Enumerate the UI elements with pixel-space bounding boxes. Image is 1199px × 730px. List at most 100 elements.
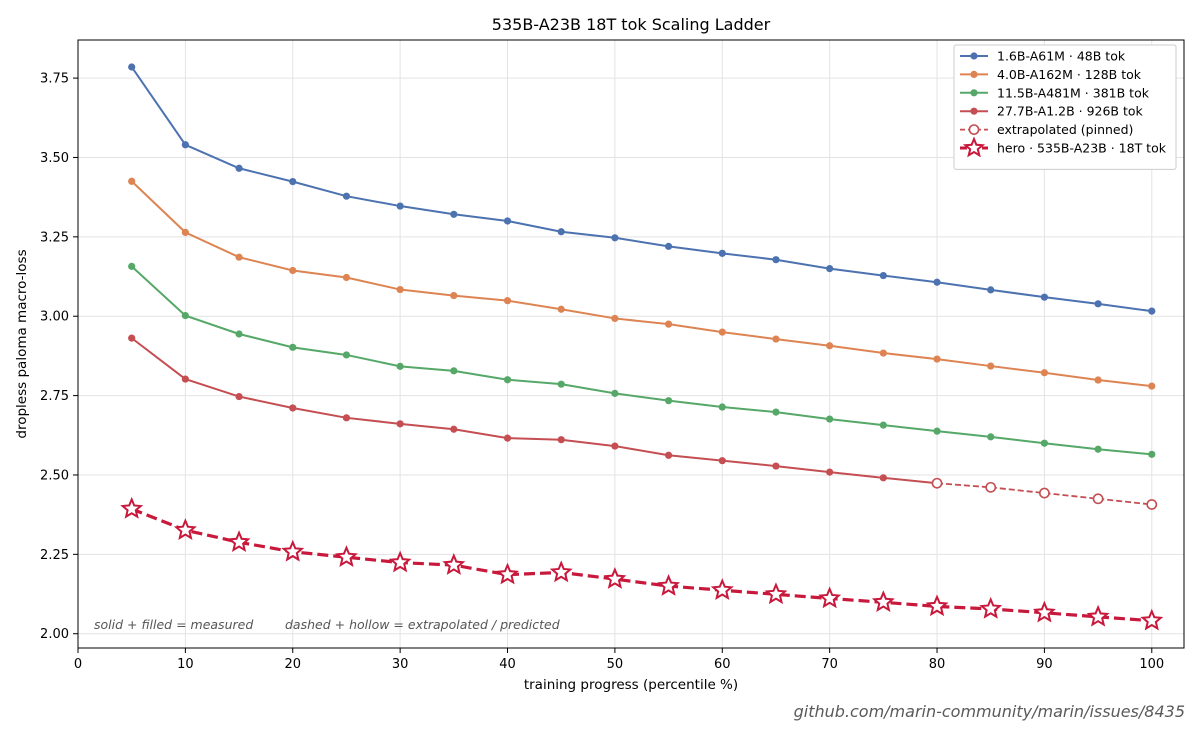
data-point xyxy=(987,433,995,441)
x-tick-label: 40 xyxy=(499,657,516,672)
legend-item: 4.0B-A162M · 128B tok xyxy=(960,67,1142,82)
data-point xyxy=(1148,450,1156,458)
series-5 xyxy=(931,477,1158,510)
legend-item: hero · 535B-A23B · 18T tok xyxy=(960,136,1167,158)
data-point xyxy=(235,164,243,172)
chart-title: 535B-A23B 18T tok Scaling Ladder xyxy=(492,15,771,34)
data-point xyxy=(235,330,243,338)
legend-item: 11.5B-A481M · 381B tok xyxy=(960,85,1150,100)
y-tick-label: 3.25 xyxy=(40,230,69,245)
data-point xyxy=(925,594,949,617)
data-point xyxy=(818,586,842,609)
legend-label: 11.5B-A481M · 381B tok xyxy=(997,85,1150,100)
data-point xyxy=(718,457,726,465)
data-point xyxy=(181,375,189,383)
series-2 xyxy=(128,177,1156,390)
plot-frame xyxy=(77,39,1185,649)
data-point xyxy=(1086,604,1110,627)
x-tick-label: 0 xyxy=(74,657,82,672)
x-tick-label: 100 xyxy=(1139,657,1164,672)
legend-item: 27.7B-A1.2B · 926B tok xyxy=(960,104,1144,119)
data-point xyxy=(611,442,619,450)
series-4 xyxy=(128,334,941,487)
data-point xyxy=(181,141,189,149)
data-point xyxy=(450,367,458,375)
data-point xyxy=(181,228,189,237)
data-point xyxy=(396,202,404,210)
legend-marker xyxy=(962,136,986,158)
x-axis-label: training progress (percentile %) xyxy=(524,677,738,693)
x-tick-label: 80 xyxy=(929,657,946,672)
data-point xyxy=(1040,369,1049,377)
y-tick-label: 3.50 xyxy=(40,151,69,166)
legend-marker xyxy=(970,107,978,115)
data-point xyxy=(718,328,726,336)
data-point xyxy=(557,305,565,313)
x-tick-label: 20 xyxy=(284,657,301,672)
x-tick-label: 30 xyxy=(392,657,409,672)
data-point xyxy=(120,496,144,519)
data-point xyxy=(503,434,512,442)
data-point xyxy=(772,408,780,416)
data-point xyxy=(128,262,136,270)
data-point xyxy=(1148,382,1156,390)
legend-label: 1.6B-A61M · 48B tok xyxy=(997,49,1126,64)
data-point xyxy=(342,273,351,282)
data-point xyxy=(611,314,619,323)
data-point xyxy=(388,550,412,573)
y-tick-label: 2.50 xyxy=(40,468,69,483)
data-point xyxy=(879,421,887,429)
data-point xyxy=(227,530,251,553)
data-point xyxy=(979,596,1003,619)
y-tick-label: 3.00 xyxy=(40,310,69,325)
data-point xyxy=(772,256,780,264)
data-point xyxy=(549,560,573,583)
data-point xyxy=(1094,300,1102,308)
legend-item: extrapolated (pinned) xyxy=(960,122,1133,137)
data-point xyxy=(603,567,627,589)
axis-ticks: 0 10 20 30 40 50 60 70 80 90 100 2.00 2.25 2.50 2.75 3.… xyxy=(40,72,1164,672)
data-point xyxy=(611,389,619,397)
data-point xyxy=(879,271,887,280)
data-point xyxy=(442,553,466,575)
legend-marker xyxy=(970,70,978,78)
data-point xyxy=(664,320,673,328)
data-point xyxy=(173,518,197,540)
data-point xyxy=(235,392,243,401)
x-tick-label: 90 xyxy=(1036,657,1053,672)
data-point xyxy=(334,545,358,567)
data-point xyxy=(450,291,458,300)
data-point xyxy=(1094,445,1102,453)
data-point xyxy=(826,415,834,423)
data-point xyxy=(764,582,788,605)
data-point xyxy=(1040,439,1049,447)
series-1 xyxy=(128,63,1156,315)
data-point xyxy=(450,210,458,218)
data-point xyxy=(772,335,780,343)
legend-marker xyxy=(970,52,978,60)
x-tick-label: 70 xyxy=(821,657,838,672)
data-point xyxy=(826,342,834,350)
data-point xyxy=(933,427,941,435)
data-point xyxy=(289,343,297,351)
y-tick-label: 2.00 xyxy=(40,627,69,642)
x-tick-label: 60 xyxy=(714,657,731,672)
data-point xyxy=(496,562,520,585)
y-tick-label: 2.75 xyxy=(40,389,69,404)
series-line xyxy=(131,180,1152,388)
data-point xyxy=(503,217,512,225)
data-point xyxy=(396,420,404,428)
data-point xyxy=(657,574,681,596)
source-url: github.com/marin-community/marin/issues/… xyxy=(793,702,1185,721)
x-tick-label: 50 xyxy=(607,657,624,672)
data-point xyxy=(664,397,673,405)
data-point xyxy=(342,414,351,422)
data-point xyxy=(718,403,726,411)
data-point xyxy=(933,278,941,286)
legend-label: hero · 535B-A23B · 18T tok xyxy=(997,141,1167,156)
legend-label: 4.0B-A162M · 128B tok xyxy=(997,67,1142,82)
data-point xyxy=(289,266,297,275)
data-point xyxy=(710,578,734,600)
data-point xyxy=(503,376,512,384)
annotation-extrapolated: dashed + hollow = extrapolated / predict… xyxy=(285,617,560,632)
